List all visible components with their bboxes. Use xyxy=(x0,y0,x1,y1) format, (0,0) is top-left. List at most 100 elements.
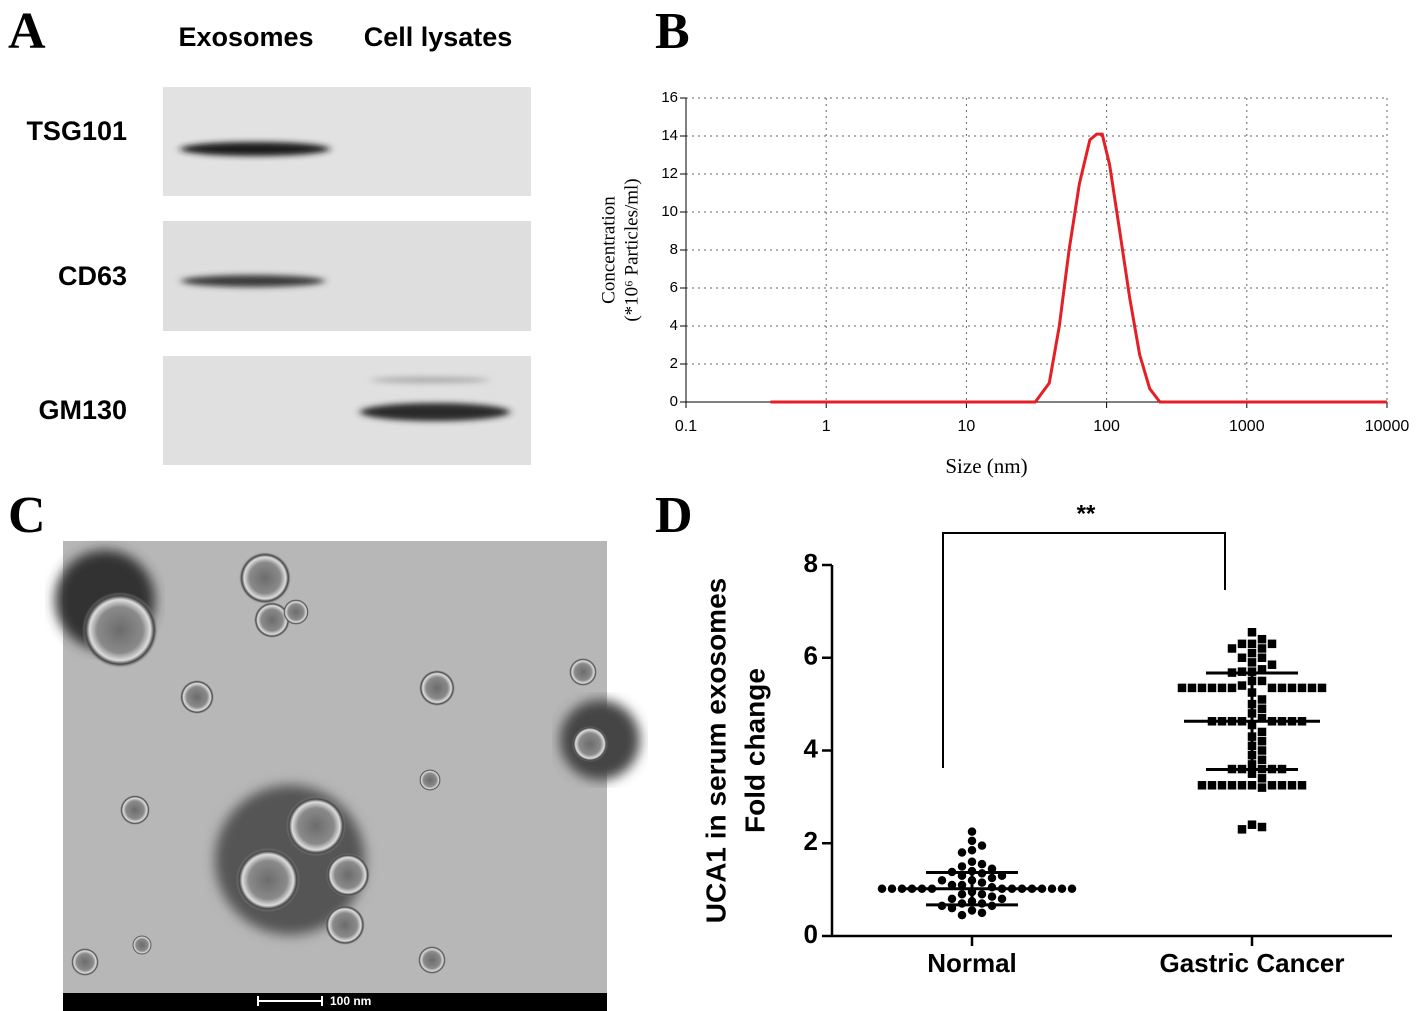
x-tick-label: 10 xyxy=(958,418,976,435)
dot xyxy=(957,890,967,899)
dot xyxy=(877,884,887,893)
y-axis-label: Fold change xyxy=(739,668,770,833)
y-tick-label: 4 xyxy=(804,733,819,763)
dot xyxy=(987,864,997,874)
dot xyxy=(1237,781,1247,790)
scale-bar-label: 100 nm xyxy=(330,994,371,1008)
dot xyxy=(1247,820,1257,829)
band xyxy=(370,377,490,383)
vesicle xyxy=(419,769,441,791)
dot xyxy=(957,880,967,890)
y-tick-label: 0 xyxy=(670,393,678,410)
dot xyxy=(977,841,987,850)
panel-label: A xyxy=(8,3,46,60)
vesicle xyxy=(283,599,309,625)
x-tick-label: Gastric Cancer xyxy=(1160,948,1345,978)
dot xyxy=(977,878,987,887)
dot xyxy=(1257,695,1267,704)
y-tick-label: 8 xyxy=(670,241,678,258)
dot xyxy=(1247,648,1257,658)
vesicle xyxy=(325,905,365,945)
dot xyxy=(1247,781,1257,790)
vesicle xyxy=(71,948,99,976)
dot xyxy=(1237,681,1247,690)
y-tick-label: 2 xyxy=(670,355,678,372)
y-tick-label: 14 xyxy=(661,127,678,144)
panel-label: D xyxy=(655,487,693,544)
dot xyxy=(967,827,977,836)
dot xyxy=(1297,781,1307,790)
dot xyxy=(1257,644,1267,653)
y-tick-label: 10 xyxy=(661,203,678,220)
dot xyxy=(957,910,967,920)
dot xyxy=(1237,653,1247,662)
tem-image: 100 nm xyxy=(55,541,640,1011)
x-tick-label: 1000 xyxy=(1229,418,1265,435)
row-label: TSG101 xyxy=(26,116,127,146)
x-tick-label: Normal xyxy=(927,948,1017,978)
dot xyxy=(1257,783,1267,792)
dot xyxy=(1037,884,1047,893)
dot xyxy=(1257,653,1267,662)
vesicle xyxy=(236,848,300,912)
dot xyxy=(1057,884,1067,893)
dot xyxy=(1267,639,1277,649)
dot xyxy=(967,845,977,855)
dot xyxy=(1217,781,1227,790)
y-tick-label: 6 xyxy=(670,279,678,296)
vesicle xyxy=(569,658,597,686)
dot xyxy=(977,890,987,899)
dot xyxy=(1197,781,1207,790)
vesicle xyxy=(419,670,455,706)
dot xyxy=(1227,683,1237,693)
band xyxy=(181,275,325,287)
y-tick-label: 4 xyxy=(670,317,678,334)
y-axis-label: (*10⁶ Particles/ml) xyxy=(621,178,642,321)
dot xyxy=(1197,683,1207,693)
dot xyxy=(1287,781,1297,790)
dot xyxy=(1257,746,1267,755)
y-axis-label: Concentration xyxy=(598,196,619,304)
vesicle xyxy=(132,935,152,955)
vesicle xyxy=(572,726,608,762)
dot xyxy=(1257,774,1267,783)
dot xyxy=(1257,665,1267,674)
dot xyxy=(1257,634,1267,644)
y-tick-label: 12 xyxy=(661,165,678,182)
y-tick-label: 16 xyxy=(661,89,678,106)
dot xyxy=(1207,781,1217,790)
dot xyxy=(1247,627,1257,637)
dot xyxy=(977,859,987,869)
dot xyxy=(1187,683,1197,693)
dot xyxy=(1267,683,1277,693)
band xyxy=(180,142,330,156)
dot xyxy=(1207,683,1217,693)
x-tick-label: 100 xyxy=(1093,418,1120,435)
dot xyxy=(1247,769,1257,778)
panel-label: B xyxy=(655,3,690,60)
dot xyxy=(1257,727,1267,737)
dot xyxy=(1237,639,1247,649)
dot xyxy=(947,894,957,904)
dot xyxy=(1257,704,1267,714)
y-tick-label: 8 xyxy=(804,548,818,578)
x-tick-label: 1 xyxy=(822,418,831,435)
dot xyxy=(967,857,977,867)
dot xyxy=(1177,683,1187,693)
x-tick-label: 0.1 xyxy=(675,418,697,435)
vesicle xyxy=(418,946,446,974)
dot xyxy=(1287,683,1297,693)
dot xyxy=(987,892,997,901)
vesicle xyxy=(254,602,290,638)
dot xyxy=(1227,644,1237,653)
data-line xyxy=(770,132,1387,404)
vesicle xyxy=(239,552,291,604)
dot xyxy=(1257,822,1267,832)
dot xyxy=(1257,755,1267,765)
band xyxy=(360,403,510,421)
dot xyxy=(1067,884,1077,893)
dot xyxy=(1277,683,1287,693)
dot xyxy=(1247,639,1257,649)
dot xyxy=(967,906,977,915)
